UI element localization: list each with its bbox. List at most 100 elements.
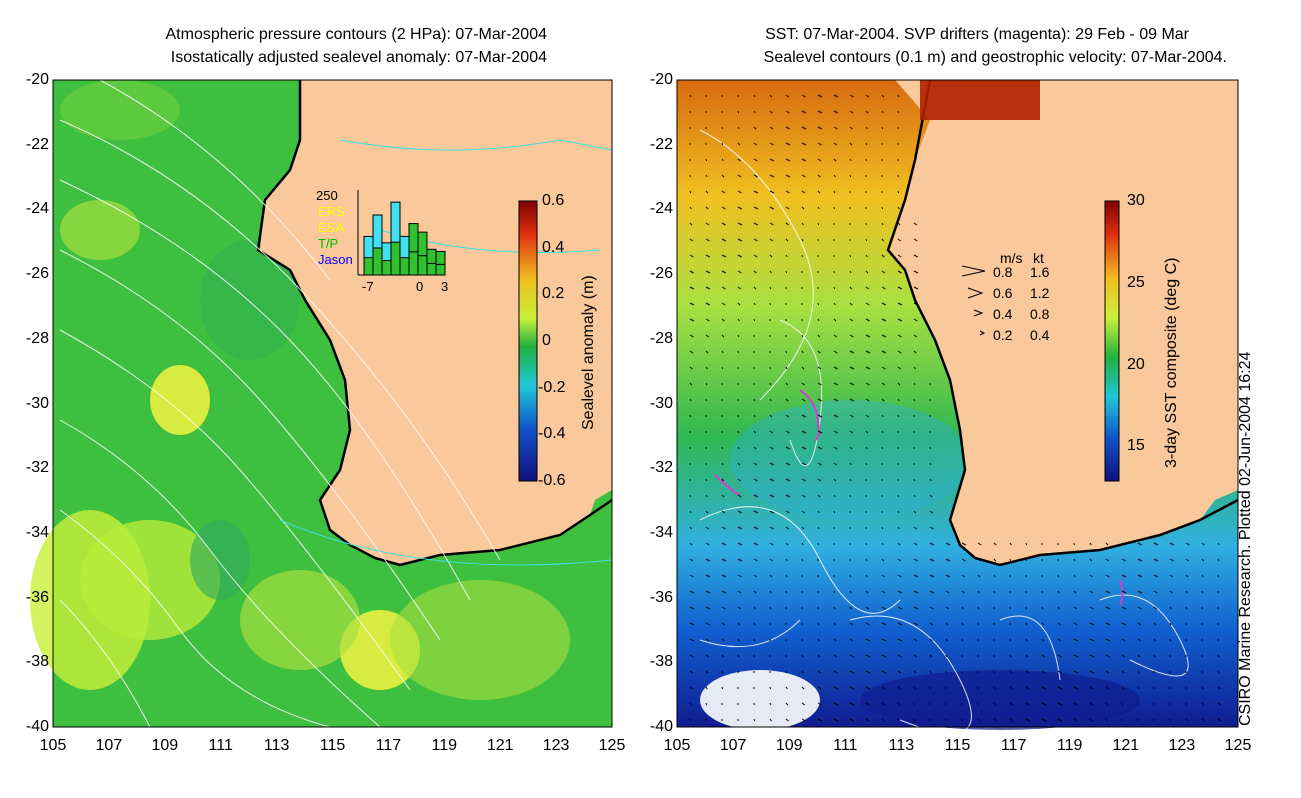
- velocity-arrow: [865, 462, 868, 466]
- velocity-arrow: [705, 270, 711, 274]
- velocity-arrow: [913, 318, 918, 322]
- velocity-arrow: [721, 254, 727, 258]
- velocity-arrow: [833, 622, 836, 626]
- velocity-arrow: [721, 462, 724, 466]
- hist-bar-segment: [372, 247, 383, 276]
- velocity-arrow: [801, 174, 806, 178]
- hist-bar-segment: [363, 257, 374, 276]
- velocity-arrow: [689, 638, 694, 642]
- velocity-arrow: [769, 462, 774, 466]
- velocity-arrow: [1041, 654, 1046, 658]
- velocity-arrow: [801, 222, 804, 226]
- velocity-arrow: [977, 606, 980, 610]
- velocity-arrow: [801, 526, 805, 530]
- x-tick-label: 113: [263, 737, 290, 754]
- velocity-arrow: [817, 222, 820, 226]
- left-colorbar: [518, 200, 538, 482]
- velocity-arrow: [849, 110, 854, 114]
- velocity-arrow: [1137, 638, 1141, 642]
- velocity-arrow: [1009, 686, 1013, 690]
- velocity-arrow: [849, 430, 854, 434]
- velocity-arrow: [753, 542, 758, 546]
- velocity-arrow: [705, 334, 710, 338]
- velocity-arrow: [881, 574, 885, 578]
- velocity-arrow: [721, 238, 727, 242]
- velocity-arrow: [961, 606, 965, 610]
- velocity-arrow: [945, 606, 949, 610]
- velocity-arrow: [1201, 670, 1204, 674]
- y-tick-label: -40: [649, 718, 673, 735]
- hist-legend-item: ERS: [318, 204, 345, 219]
- velocity-arrow: [865, 574, 868, 578]
- velocity-arrow: [929, 494, 933, 498]
- velocity-arrow: [1089, 622, 1095, 626]
- velocity-arrow: [1089, 606, 1094, 610]
- velocity-arrow: [1153, 590, 1158, 594]
- velocity-arrow: [753, 718, 756, 722]
- velocity-arrow: [817, 302, 820, 306]
- velocity-arrow: [913, 574, 919, 578]
- velocity-arrow: [897, 702, 901, 706]
- right-colorbar-label: 3-day SST composite (deg C): [1163, 257, 1180, 468]
- velocity-arrow: [801, 446, 807, 450]
- velocity-arrow: [865, 638, 870, 642]
- velocity-arrow: [849, 622, 853, 626]
- velocity-arrow: [945, 638, 948, 642]
- velocity-arrow: [881, 446, 883, 450]
- velocity-arrow: [705, 510, 709, 514]
- velocity-arrow: [913, 382, 916, 386]
- velocity-arrow: [801, 366, 805, 370]
- velocity-arrow: [753, 414, 756, 418]
- x-tick-label: 113: [888, 737, 915, 754]
- velocity-arrow: [769, 430, 773, 434]
- velocity-arrow: [737, 542, 743, 546]
- velocity-arrow: [833, 510, 836, 514]
- velocity-arrow: [817, 670, 821, 674]
- velocity-arrow: [801, 478, 806, 482]
- velocity-arrow: [689, 654, 694, 658]
- velocity-arrow: [1137, 574, 1143, 578]
- velocity-arrow: [705, 302, 710, 306]
- velocity-arrow: [817, 446, 822, 450]
- velocity-arrow: [785, 222, 789, 226]
- velocity-arrow: [785, 174, 791, 178]
- velocity-arrow: [897, 558, 902, 562]
- velocity-arrow: [833, 638, 837, 642]
- velocity-arrow: [865, 654, 871, 658]
- hist-bar-segment: [435, 263, 446, 276]
- velocity-arrow: [1121, 670, 1125, 674]
- velocity-arrow: [817, 622, 820, 626]
- velocity-arrow: [1121, 574, 1127, 578]
- velocity-arrow: [705, 622, 710, 626]
- credit-text: CSIRO Marine Research. Plotted 02-Jun-20…: [1237, 351, 1254, 726]
- velocity-arrow: [913, 398, 915, 402]
- velocity-arrow: [1025, 702, 1030, 706]
- velocity-arrow: [1105, 590, 1110, 594]
- velocity-arrow: [785, 350, 788, 354]
- velocity-arrow: [849, 670, 855, 674]
- velocity-arrow: [1009, 558, 1012, 562]
- velocity-arrow: [721, 302, 726, 306]
- velocity-arrow: [865, 94, 870, 98]
- x-tick-label: 125: [1224, 737, 1252, 754]
- velocity-arrow: [913, 510, 917, 514]
- velocity-arrow: [865, 110, 869, 114]
- histogram-inset: [357, 190, 446, 276]
- velocity-arrow: [913, 494, 916, 498]
- velocity-arrow: [1057, 654, 1062, 658]
- velocity-arrow: [1009, 702, 1014, 706]
- velocity-arrow: [753, 318, 756, 322]
- velocity-arrow: [1041, 622, 1044, 626]
- velocity-arrow: [801, 158, 806, 162]
- velocity-arrow: [865, 366, 871, 370]
- velocity-arrow: [689, 350, 694, 354]
- x-tick-label: 121: [1112, 737, 1140, 754]
- velocity-arrow: [945, 654, 948, 658]
- velocity-arrow: [865, 334, 871, 338]
- velocity-arrow: [689, 558, 694, 562]
- y-tick-label: -38: [649, 653, 673, 671]
- velocity-arrow: [689, 318, 695, 322]
- hist-legend-item: T/P: [318, 236, 339, 251]
- y-tick-label: -38: [25, 653, 49, 671]
- velocity-arrow: [785, 366, 788, 370]
